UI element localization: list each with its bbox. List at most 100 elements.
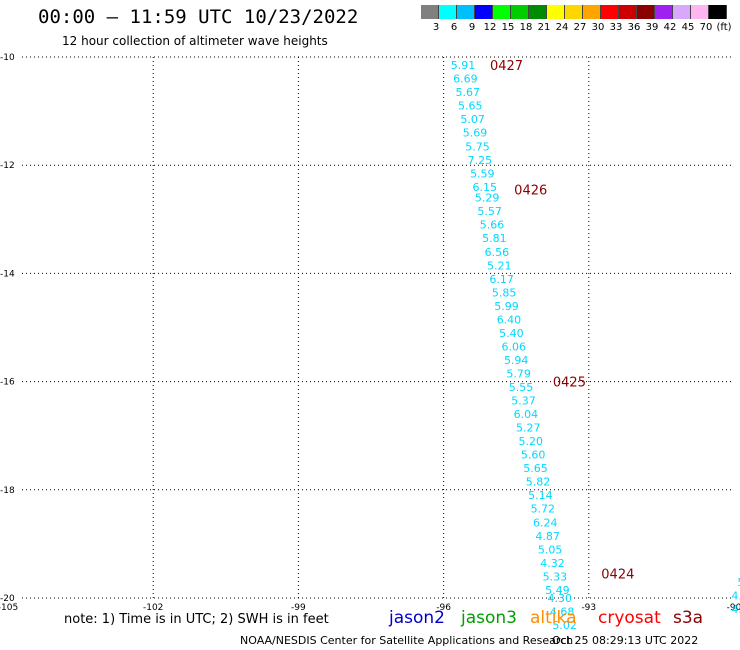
wave-height-label: 5.40 xyxy=(499,327,524,340)
color-swatch xyxy=(691,5,709,19)
pass-time-label: 0425 xyxy=(553,376,586,391)
wave-height-label: 5.65 xyxy=(523,462,548,475)
color-swatch xyxy=(637,5,655,19)
x-tick-label: -99 xyxy=(291,603,306,613)
y-tick-label: -16 xyxy=(0,378,15,388)
wave-height-label: 5.85 xyxy=(492,286,517,299)
y-tick-label: -12 xyxy=(0,161,15,171)
color-scale-label: 12 xyxy=(483,22,497,33)
wave-height-label: 5.55 xyxy=(509,381,534,394)
wave-height-label: 4.87 xyxy=(535,530,560,543)
color-swatch xyxy=(655,5,673,19)
color-scale-label: 21 xyxy=(537,22,551,33)
color-swatch xyxy=(601,5,619,19)
color-scale-label: 3 xyxy=(432,22,440,33)
color-swatch xyxy=(619,5,637,19)
wave-height-label: 5.21 xyxy=(487,259,512,272)
wave-height-label: 4.94 xyxy=(731,589,740,602)
y-tick-label: -10 xyxy=(0,53,15,63)
color-swatch xyxy=(421,5,439,19)
color-swatch xyxy=(439,5,457,19)
wave-height-label: 7.25 xyxy=(468,154,493,167)
wave-height-label: 5.75 xyxy=(465,140,490,153)
wave-height-label: 5.66 xyxy=(480,219,505,232)
chart-title: 00:00 — 11:59 UTC 10/23/2022 xyxy=(38,6,359,28)
wave-height-label: 5.94 xyxy=(504,354,529,367)
color-scale-label: 27 xyxy=(573,22,587,33)
wave-height-label: 5.60 xyxy=(521,449,546,462)
wave-height-label: 6.15 xyxy=(472,181,497,194)
wave-height-label: 6.17 xyxy=(489,273,514,286)
wave-height-label: 6.56 xyxy=(485,246,510,259)
generated-timestamp: Oct 25 08:29:13 UTC 2022 xyxy=(552,634,699,647)
wave-height-label: 5.57 xyxy=(477,205,502,218)
wave-height-label: 5.14 xyxy=(528,489,553,502)
wave-height-label: 5.37 xyxy=(511,395,536,408)
satellite-legend-altika: altika xyxy=(530,608,577,628)
wave-height-label: 4.30 xyxy=(548,592,573,605)
y-tick-label: -20 xyxy=(0,594,15,604)
wave-height-label: 5.72 xyxy=(531,503,556,516)
pass-time-label: 0426 xyxy=(514,184,547,199)
wave-height-label: 5.29 xyxy=(475,192,500,205)
wave-height-label: 5.81 xyxy=(482,232,507,245)
wave-height-label: 5.2 xyxy=(737,576,740,589)
color-scale-label: 39 xyxy=(645,22,659,33)
wave-height-label: 5.99 xyxy=(494,300,519,313)
color-swatch xyxy=(493,5,511,19)
x-tick-label: -105 xyxy=(0,603,18,613)
color-swatch xyxy=(475,5,493,19)
color-scale-label: 30 xyxy=(591,22,605,33)
credit-text: NOAA/NESDIS Center for Satellite Applica… xyxy=(240,634,574,647)
wave-height-label: 6.06 xyxy=(502,340,527,353)
wave-height-label: 6.24 xyxy=(533,516,558,529)
wave-height-label: 5.82 xyxy=(526,476,551,489)
color-swatch xyxy=(709,5,727,19)
wave-height-label: 5.79 xyxy=(506,367,531,380)
wave-height-label: 5.91 xyxy=(451,59,476,72)
color-swatch xyxy=(673,5,691,19)
chart-subtitle: 12 hour collection of altimeter wave hei… xyxy=(62,34,328,48)
wave-height-label: 4.32 xyxy=(540,557,565,570)
wave-height-label: 6.69 xyxy=(453,73,478,86)
color-scale-label: 33 xyxy=(609,22,623,33)
color-swatch xyxy=(547,5,565,19)
wave-height-label: 5.33 xyxy=(543,570,568,583)
satellite-legend-jason2: jason2 xyxy=(389,608,445,628)
x-tick-label: -90 xyxy=(727,603,740,613)
wave-height-label: 5.69 xyxy=(463,127,488,140)
color-scale-label: 42 xyxy=(663,22,677,33)
color-scale-label: 6 xyxy=(450,22,458,33)
wave-height-label: 5.02 xyxy=(552,619,577,632)
satellite-legend-jason3: jason3 xyxy=(461,608,517,628)
wave-height-label: 5.07 xyxy=(460,113,485,126)
y-tick-label: -14 xyxy=(0,269,15,279)
color-scale-label: (ft) xyxy=(716,22,732,33)
color-swatch xyxy=(457,5,475,19)
wave-height-label: 6.40 xyxy=(497,313,522,326)
color-swatch xyxy=(565,5,583,19)
color-swatch xyxy=(511,5,529,19)
color-scale-label: 18 xyxy=(519,22,533,33)
wave-height-label: 4.94 xyxy=(731,603,740,616)
x-tick-label: -102 xyxy=(143,603,163,613)
satellite-legend-cryosat: cryosat xyxy=(598,608,661,628)
wave-height-label: 5.27 xyxy=(516,422,541,435)
x-tick-label: -93 xyxy=(581,603,596,613)
wave-height-label: 5.20 xyxy=(518,435,543,448)
y-tick-label: -18 xyxy=(0,486,15,496)
wave-height-label: 5.65 xyxy=(458,100,483,113)
color-scale-label: 45 xyxy=(681,22,695,33)
wave-height-label: 5.67 xyxy=(456,86,481,99)
wave-height-label: 5.59 xyxy=(470,167,495,180)
wave-height-label: 6.04 xyxy=(514,408,539,421)
color-scale-label: 9 xyxy=(468,22,476,33)
wave-height-label: 4.68 xyxy=(550,606,575,619)
pass-time-label: 0424 xyxy=(601,568,634,583)
color-scale-label: 70 xyxy=(699,22,713,33)
color-scale-label: 15 xyxy=(501,22,515,33)
color-scale-label: 36 xyxy=(627,22,641,33)
satellite-legend-s3a: s3a xyxy=(673,608,704,628)
pass-time-label: 0427 xyxy=(490,59,523,74)
